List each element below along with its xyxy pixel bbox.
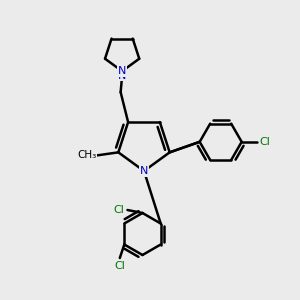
- Text: Cl: Cl: [260, 137, 271, 147]
- Text: CH₃: CH₃: [77, 150, 96, 160]
- Text: Cl: Cl: [114, 205, 124, 215]
- Text: N: N: [140, 166, 148, 176]
- Text: Cl: Cl: [114, 261, 125, 272]
- Text: N: N: [118, 71, 126, 81]
- Text: N: N: [118, 66, 126, 76]
